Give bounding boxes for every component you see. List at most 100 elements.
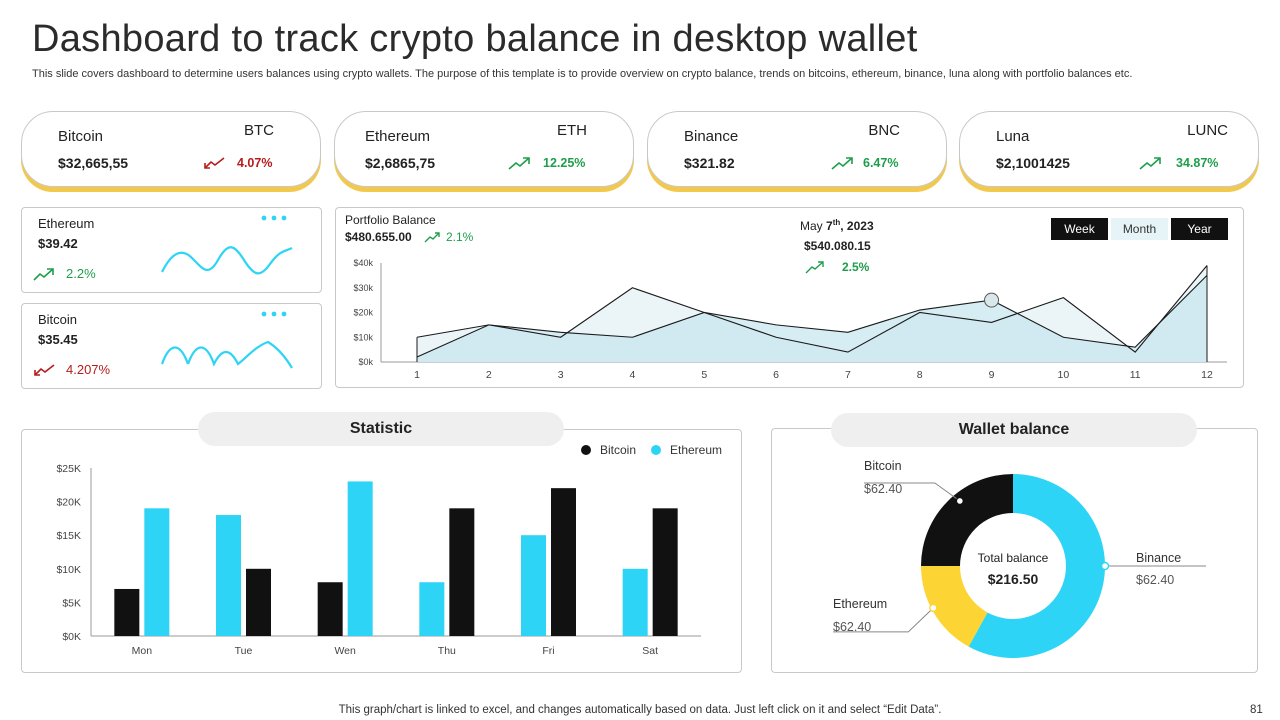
statistic-x-tick-label: Thu <box>438 645 456 657</box>
mini-card-name: Bitcoin <box>38 312 78 327</box>
coin-card-bitcoin[interactable]: Bitcoin BTC $32,665,55 4.07% <box>21 111 321 187</box>
portfolio-y-tick-label: $20k <box>353 308 373 318</box>
portfolio-x-tick-label: 5 <box>701 369 707 381</box>
portfolio-x-tick-label: 2 <box>486 369 492 381</box>
mini-card-ethereum[interactable]: Ethereum $39.42 2.2% <box>21 207 322 293</box>
page-number: 81 <box>1250 704 1263 716</box>
portfolio-highlight-marker <box>984 292 1000 308</box>
portfolio-x-tick-label: 9 <box>989 369 995 381</box>
highlight-change: 2.5% <box>842 260 870 274</box>
highlight-date-day: 7 <box>826 219 833 233</box>
portfolio-x-tick-label: 8 <box>917 369 923 381</box>
range-week-button[interactable]: Week <box>1051 218 1108 240</box>
portfolio-line-series-2 <box>416 274 1208 358</box>
mini-card-change: 4.207% <box>66 362 111 377</box>
coin-card-binance[interactable]: Binance BNC $321.82 6.47% <box>647 111 947 187</box>
statistic-y-tick-label: $10K <box>56 564 81 576</box>
statistic-y-tick-label: $0K <box>62 631 81 643</box>
wallet-label-ethereum: Ethereum <box>833 597 887 611</box>
range-month-button[interactable]: Month <box>1111 218 1168 240</box>
coin-name: Binance <box>684 128 739 145</box>
portfolio-y-tick-label: $0k <box>358 357 373 367</box>
coin-change: 34.87% <box>1176 156 1219 170</box>
legend-swatch-bitcoin <box>581 445 591 455</box>
coin-card-luna[interactable]: Luna LUNC $2,1001425 34.87% <box>959 111 1259 187</box>
wallet-value-ethereum: $62.40 <box>833 620 871 634</box>
portfolio-x-tick-label: 11 <box>1130 369 1141 381</box>
bar-bitcoin-thu <box>449 508 475 636</box>
more-dots-icon[interactable] <box>260 308 288 320</box>
coin-symbol: BNC <box>868 122 900 139</box>
trend-up-icon <box>805 261 824 274</box>
highlight-value: $540.080.15 <box>804 239 871 253</box>
statistic-title: Statistic <box>198 412 564 446</box>
bar-ethereum-mon <box>144 508 170 636</box>
wallet-label-binance: Binance <box>1136 551 1181 565</box>
bar-bitcoin-wen <box>317 582 343 636</box>
coin-name: Bitcoin <box>58 128 104 145</box>
coin-name: Ethereum <box>365 128 431 145</box>
statistic-x-tick-label: Tue <box>235 645 253 657</box>
donut-slice-ethereum <box>921 566 988 647</box>
coin-price: $321.82 <box>684 155 735 171</box>
portfolio-label: Portfolio Balance <box>345 213 436 227</box>
mini-card-bitcoin[interactable]: Bitcoin $35.45 4.207% <box>21 303 322 389</box>
portfolio-y-tick-label: $30k <box>353 283 373 293</box>
portfolio-balance-panel <box>335 207 1244 388</box>
donut-slice-bitcoin <box>921 474 1013 566</box>
statistic-x-tick-label: Fri <box>542 645 554 657</box>
bar-bitcoin-tue <box>246 568 271 636</box>
portfolio-value: $480.655.00 <box>345 230 412 244</box>
portfolio-x-tick-label: 7 <box>845 369 851 381</box>
legend-label-bitcoin: Bitcoin <box>600 443 636 457</box>
coin-card-ethereum[interactable]: Ethereum ETH $2,6865,75 12.25% <box>334 111 634 187</box>
wallet-donut-chart: Total balance $216.50 Bitcoin $62.40 Binance… <box>833 459 1206 658</box>
portfolio-y-tick-label: $40k <box>353 258 373 268</box>
portfolio-y-tick-label: $10k <box>353 332 373 342</box>
portfolio-line-series-1 <box>416 265 1208 353</box>
sparkline-wave <box>161 246 293 275</box>
coin-price: $2,1001425 <box>996 155 1070 171</box>
leader-dot-bitcoin <box>955 496 965 506</box>
sparkline-wave <box>160 340 293 369</box>
wallet-value-bitcoin: $62.40 <box>864 482 902 496</box>
statistic-x-tick-label: Mon <box>132 645 153 657</box>
coin-name: Luna <box>996 128 1030 145</box>
coin-symbol: BTC <box>244 122 274 139</box>
portfolio-x-tick-label: 6 <box>773 369 779 381</box>
statistic-y-tick-label: $5K <box>62 597 81 609</box>
coin-change: 4.07% <box>237 156 273 170</box>
coin-symbol: LUNC <box>1187 122 1228 139</box>
statistic-legend: Bitcoin Ethereum <box>581 443 722 457</box>
statistic-bar-chart: $0K $5K $10K $15K $20K $25K Mon Tue Wen Thu Fri Sat <box>56 463 701 657</box>
highlight-date-prefix: May <box>800 219 827 233</box>
mini-card-price: $35.45 <box>38 332 78 347</box>
more-dots-icon[interactable] <box>260 212 288 224</box>
highlight-date-suffix: th <box>832 218 841 227</box>
trend-down-icon <box>34 364 55 376</box>
trend-up-icon <box>508 157 530 170</box>
portfolio-x-tick-label: 3 <box>558 369 564 381</box>
range-year-button[interactable]: Year <box>1171 218 1228 240</box>
legend-swatch-ethereum <box>651 445 661 455</box>
coin-price: $32,665,55 <box>58 155 129 171</box>
portfolio-x-tick-label: 4 <box>630 369 636 381</box>
highlight-date-year: , 2023 <box>840 219 874 233</box>
highlight-date: May 7th, 2023 <box>800 218 874 233</box>
bar-bitcoin-mon <box>114 588 140 636</box>
trend-up-icon <box>424 232 440 243</box>
bar-ethereum-thu <box>419 582 445 636</box>
donut-center-label: Total balance <box>978 551 1049 565</box>
trend-up-icon <box>831 157 853 170</box>
portfolio-change: 2.1% <box>446 230 474 244</box>
leader-line-ethereum <box>833 607 934 633</box>
statistic-x-tick-label: Sat <box>642 645 658 657</box>
wallet-label-bitcoin: Bitcoin <box>864 459 902 473</box>
mini-card-price: $39.42 <box>38 236 78 251</box>
wallet-balance-title: Wallet balance <box>831 413 1197 447</box>
page-subtitle: This slide covers dashboard to determine… <box>32 68 1133 80</box>
bar-ethereum-sat <box>622 568 648 636</box>
mini-card-change: 2.2% <box>66 266 96 281</box>
statistic-x-tick-label: Wen <box>334 645 356 657</box>
